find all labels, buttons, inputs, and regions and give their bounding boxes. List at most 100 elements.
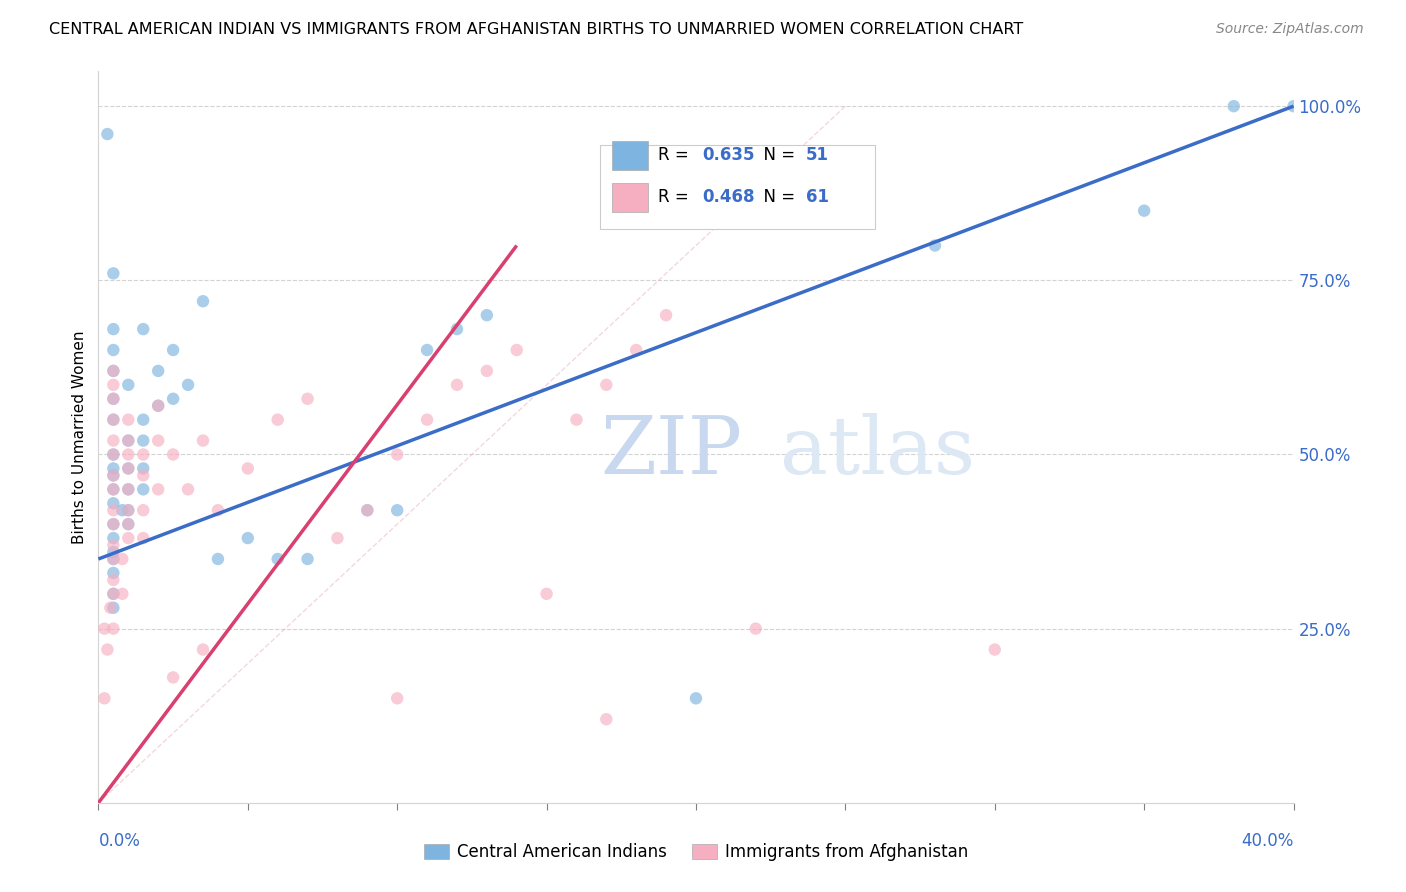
Point [162, 448, 184, 462]
Point [132, 434, 155, 448]
Point [117, 517, 139, 532]
Point [103, 587, 125, 601]
Point [162, 343, 184, 357]
Point [385, 691, 409, 706]
Point [132, 483, 155, 497]
FancyBboxPatch shape [613, 183, 648, 211]
Point [117, 412, 139, 426]
Point [111, 503, 134, 517]
Point [385, 503, 409, 517]
Point [236, 531, 259, 545]
Point [595, 712, 617, 726]
Point [117, 434, 139, 448]
Point [117, 377, 139, 392]
Point [207, 552, 229, 566]
Point [103, 503, 125, 517]
Point [103, 412, 125, 426]
Point [177, 483, 200, 497]
Point [117, 483, 139, 497]
Point [685, 691, 707, 706]
Point [297, 552, 319, 566]
Point [103, 531, 125, 545]
Point [103, 448, 125, 462]
Point [984, 642, 1007, 657]
Point [103, 573, 125, 587]
Point [326, 531, 349, 545]
Point [356, 503, 378, 517]
Point [132, 503, 155, 517]
Point [111, 552, 134, 566]
Legend: Central American Indians, Immigrants from Afghanistan: Central American Indians, Immigrants fro… [418, 837, 974, 868]
Point [191, 642, 214, 657]
Point [103, 364, 125, 378]
Point [148, 399, 170, 413]
Point [117, 483, 139, 497]
Point [536, 587, 558, 601]
Point [446, 377, 468, 392]
Point [103, 377, 125, 392]
Point [103, 468, 125, 483]
Text: R =: R = [658, 188, 693, 206]
Point [103, 343, 125, 357]
Text: CENTRAL AMERICAN INDIAN VS IMMIGRANTS FROM AFGHANISTAN BIRTHS TO UNMARRIED WOMEN: CENTRAL AMERICAN INDIAN VS IMMIGRANTS FR… [49, 22, 1024, 37]
FancyBboxPatch shape [600, 145, 876, 228]
Point [506, 343, 529, 357]
Point [1133, 203, 1156, 218]
Point [103, 461, 125, 475]
Point [103, 587, 125, 601]
Point [191, 294, 214, 309]
Point [132, 468, 155, 483]
Point [297, 392, 319, 406]
Point [148, 364, 170, 378]
Point [416, 343, 439, 357]
Point [103, 434, 125, 448]
Point [103, 622, 125, 636]
Text: atlas: atlas [779, 413, 974, 491]
Point [132, 322, 155, 336]
Text: 0.635: 0.635 [702, 146, 755, 164]
Point [103, 496, 125, 510]
Point [162, 392, 184, 406]
Point [446, 322, 468, 336]
Point [162, 670, 184, 684]
Text: 0.468: 0.468 [702, 188, 755, 206]
Point [93, 622, 115, 636]
Point [103, 412, 125, 426]
FancyBboxPatch shape [613, 141, 648, 170]
Point [595, 377, 617, 392]
Point [148, 483, 170, 497]
Point [475, 364, 498, 378]
Point [93, 691, 115, 706]
Point [267, 552, 290, 566]
Point [385, 448, 409, 462]
Point [745, 622, 768, 636]
Text: ZIP: ZIP [600, 413, 742, 491]
Point [117, 503, 139, 517]
Point [132, 412, 155, 426]
Point [655, 308, 678, 322]
Point [103, 448, 125, 462]
Point [103, 364, 125, 378]
Point [416, 412, 439, 426]
Point [103, 392, 125, 406]
Point [103, 517, 125, 532]
Point [103, 483, 125, 497]
Y-axis label: Births to Unmarried Women: Births to Unmarried Women [72, 330, 87, 544]
Point [132, 448, 155, 462]
Point [117, 434, 139, 448]
Point [626, 343, 648, 357]
Point [103, 538, 125, 552]
Point [207, 503, 229, 517]
Point [103, 266, 125, 280]
Point [924, 238, 946, 252]
Point [117, 503, 139, 517]
Point [117, 531, 139, 545]
Point [103, 552, 125, 566]
Text: Source: ZipAtlas.com: Source: ZipAtlas.com [1216, 22, 1364, 37]
Point [356, 503, 378, 517]
Text: 61: 61 [806, 188, 830, 206]
Point [1282, 99, 1305, 113]
Point [98, 600, 122, 615]
Point [103, 392, 125, 406]
Point [103, 600, 125, 615]
